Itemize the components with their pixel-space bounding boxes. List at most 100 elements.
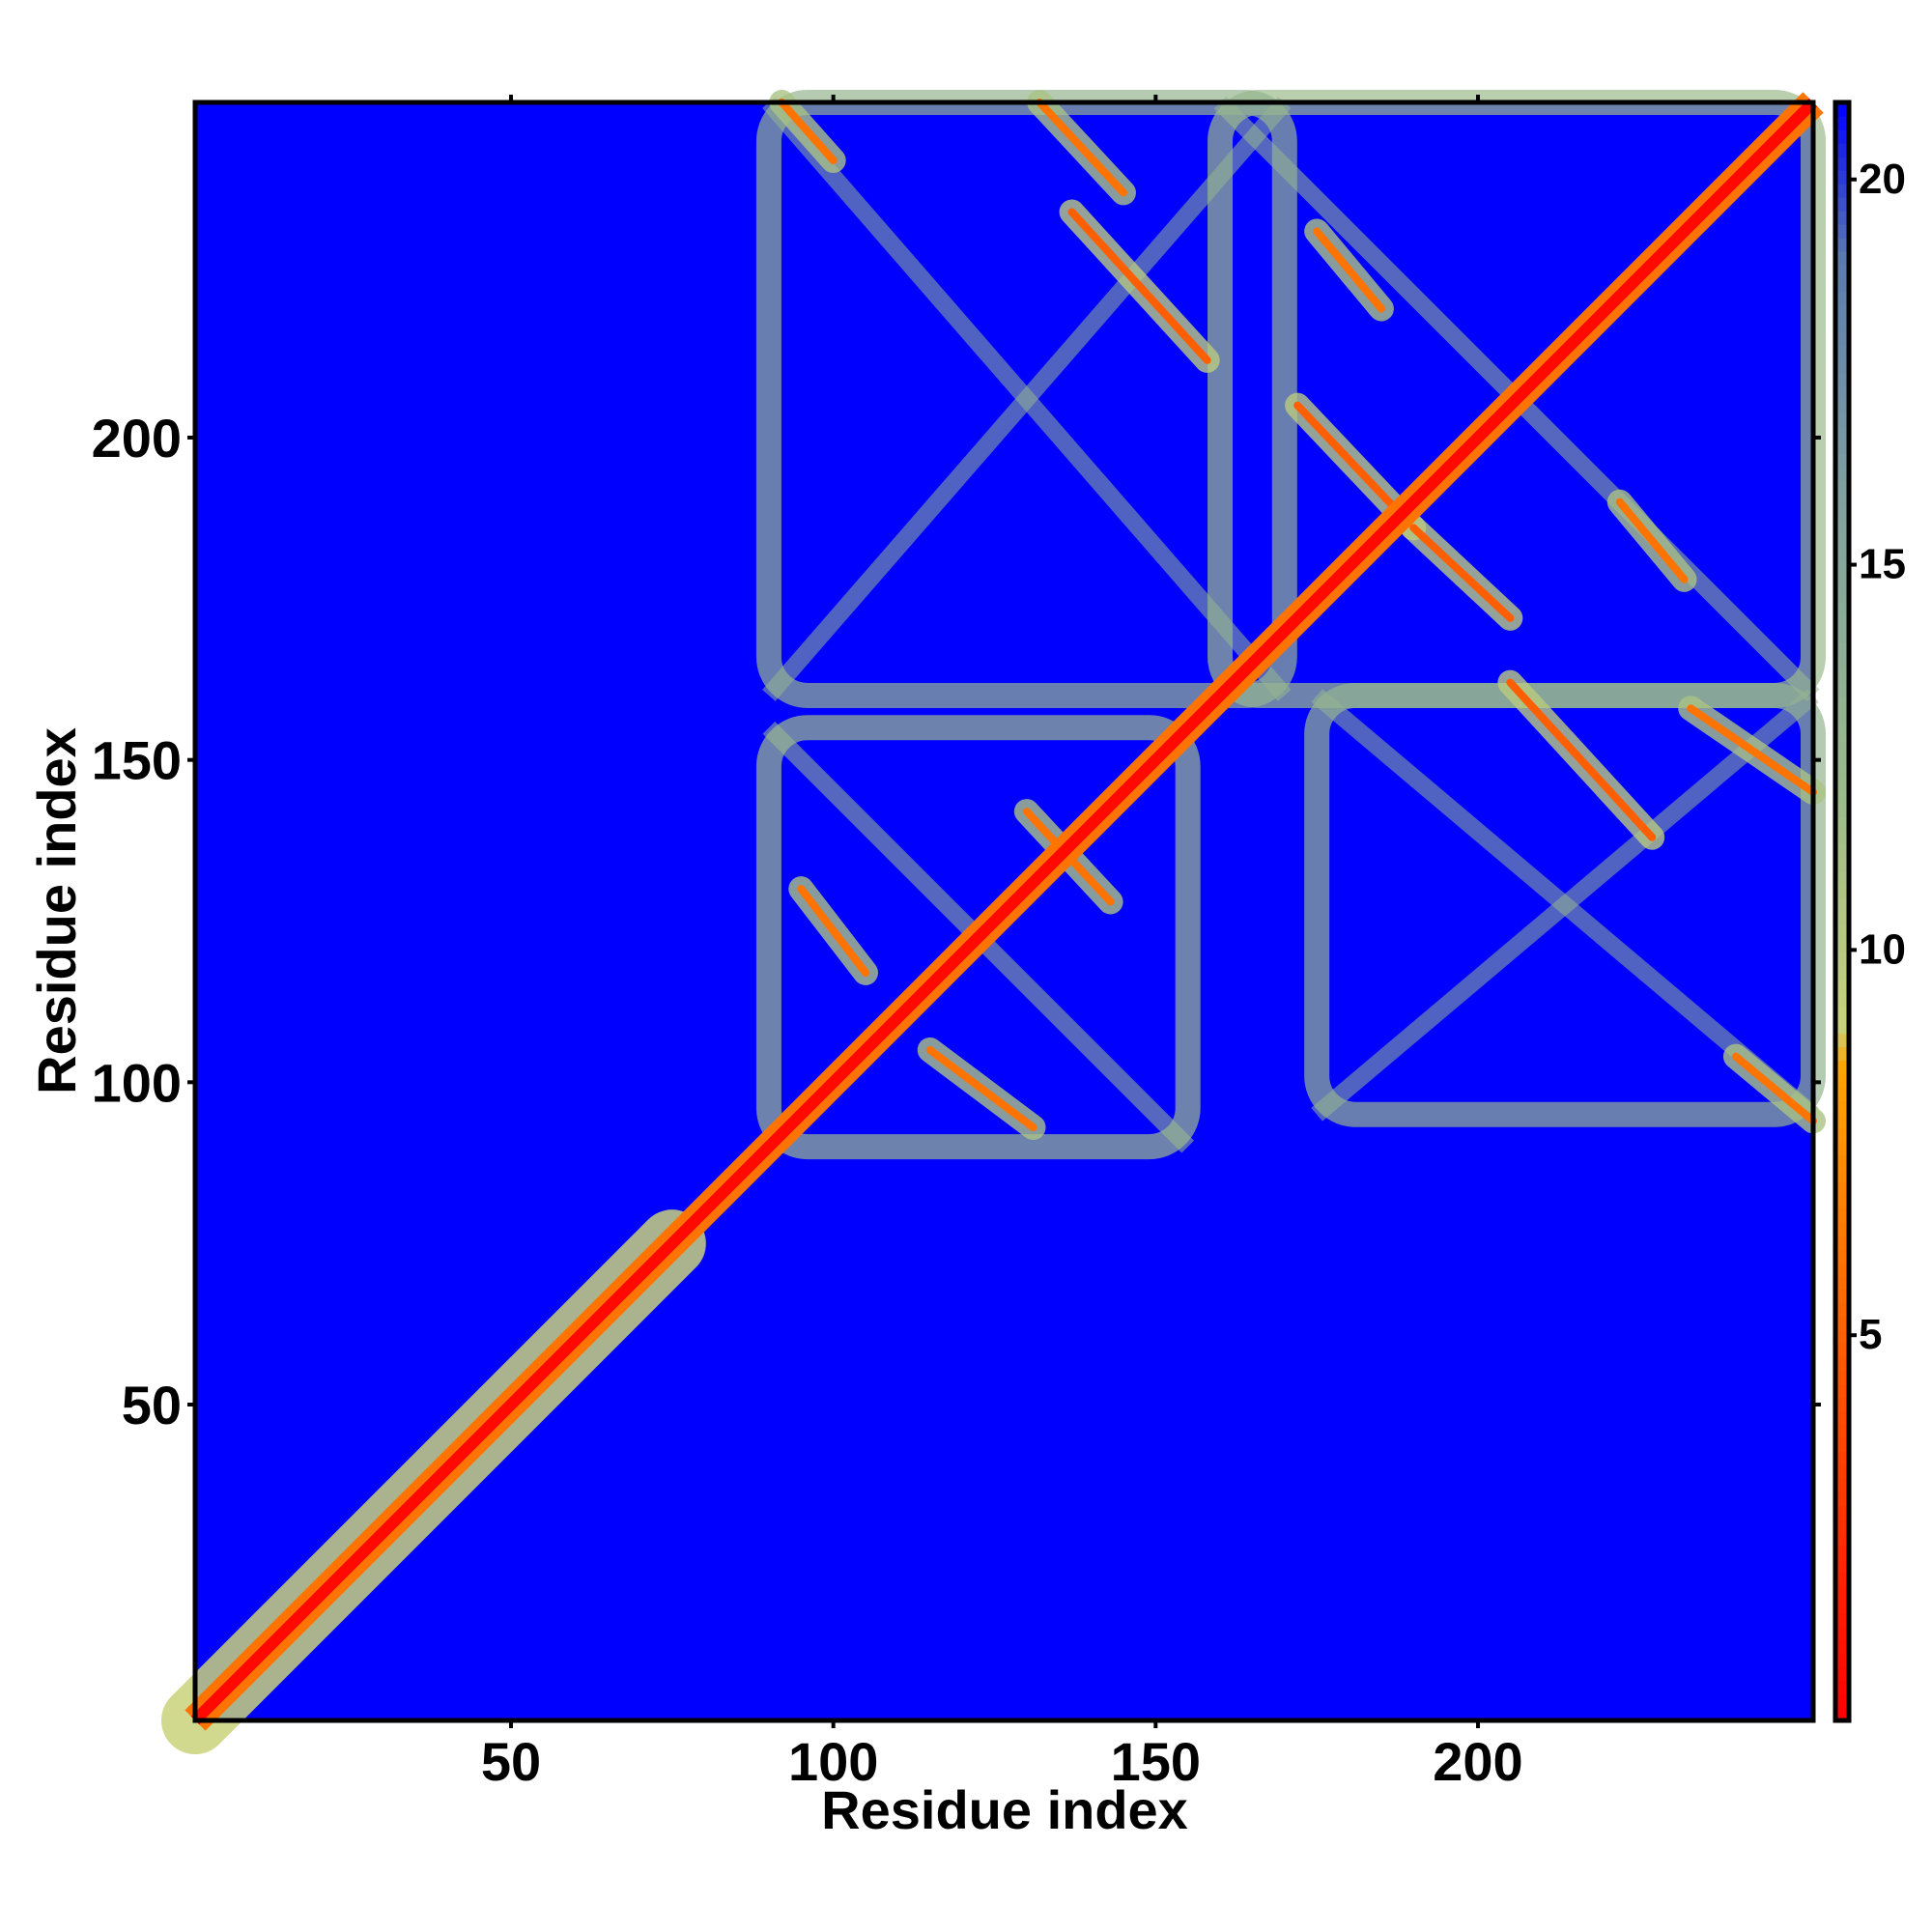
colorbar-segment xyxy=(1835,142,1849,157)
y-tick-label: 50 xyxy=(122,1375,182,1435)
colorbar-segment xyxy=(1835,736,1849,751)
colorbar-segment xyxy=(1835,1409,1849,1425)
colorbar-segment xyxy=(1835,237,1849,252)
colorbar-segment xyxy=(1835,210,1849,225)
colorbar-tick-label: 20 xyxy=(1859,156,1906,203)
colorbar-segment xyxy=(1835,1194,1849,1209)
heatmap-contact-line xyxy=(778,99,838,165)
colorbar-segment xyxy=(1835,1680,1849,1695)
colorbar-segment xyxy=(1835,979,1849,994)
colorbar-segment xyxy=(1835,884,1849,899)
colorbar-segment xyxy=(1835,1450,1849,1465)
colorbar-segment xyxy=(1835,1126,1849,1142)
colorbar-segment xyxy=(1835,1167,1849,1182)
colorbar-segment xyxy=(1835,1491,1849,1506)
colorbar-segment xyxy=(1835,1275,1849,1291)
colorbar-segment xyxy=(1835,696,1849,711)
colorbar-segment xyxy=(1835,1073,1849,1088)
heatmap-contact-line xyxy=(1313,227,1385,313)
colorbar-segment xyxy=(1835,560,1849,576)
colorbar-segment xyxy=(1835,965,1849,980)
colorbar-segment xyxy=(1835,520,1849,535)
colorbar-segment xyxy=(1835,1545,1849,1560)
colorbar-segment xyxy=(1835,479,1849,495)
colorbar-segment xyxy=(1835,803,1849,818)
heatmap-contact-line xyxy=(797,885,870,977)
colorbar-segment xyxy=(1835,1612,1849,1628)
colorbar-segment xyxy=(1835,1572,1849,1587)
colorbar-segment xyxy=(1835,223,1849,239)
heatmap-contact-line xyxy=(1731,1052,1817,1125)
colorbar-segment xyxy=(1835,277,1849,293)
colorbar-segment xyxy=(1835,1343,1849,1358)
colorbar-segment xyxy=(1835,843,1849,859)
colorbar-segment xyxy=(1835,506,1849,522)
heatmap-cells xyxy=(161,90,1826,1754)
colorbar-segment xyxy=(1835,291,1849,306)
y-axis-ticks: 50 100 150 200 xyxy=(92,408,1821,1435)
colorbar-segment xyxy=(1835,1180,1849,1196)
colorbar-segment xyxy=(1835,857,1849,872)
colorbar-segment xyxy=(1835,533,1849,549)
colorbar-segment xyxy=(1835,1046,1849,1062)
colorbar-segment xyxy=(1835,1558,1849,1574)
heatmap-contact-line xyxy=(1615,497,1689,583)
colorbar-segment xyxy=(1835,1653,1849,1668)
heatmap-region-domain-1-block xyxy=(755,715,1201,1160)
colorbar-segment xyxy=(1835,1383,1849,1398)
colorbar-segment xyxy=(1835,1707,1849,1721)
colorbar-segment xyxy=(1835,830,1849,845)
colorbar-segment xyxy=(1835,1329,1849,1345)
colorbar-segment xyxy=(1835,1504,1849,1520)
colorbar-segment xyxy=(1835,183,1849,198)
colorbar-segment xyxy=(1835,358,1849,374)
colorbar-segment xyxy=(1835,1463,1849,1479)
colorbar-segment xyxy=(1835,412,1849,427)
heatmap-region-cross xyxy=(762,97,1292,701)
colorbar-segment xyxy=(1835,924,1849,940)
colorbar-ticks: 5 10 15 20 xyxy=(1849,156,1906,1358)
colorbar-segment xyxy=(1835,938,1849,953)
colorbar-segment xyxy=(1835,1289,1849,1304)
colorbar-segment xyxy=(1835,1262,1849,1277)
colorbar-segment xyxy=(1835,264,1849,279)
colorbar-segment xyxy=(1835,399,1849,414)
colorbar-tick-label: 15 xyxy=(1859,541,1906,588)
colorbar-segment xyxy=(1835,897,1849,913)
colorbar-segment xyxy=(1835,1019,1849,1035)
colorbar-segment xyxy=(1835,1397,1849,1411)
colorbar-segment xyxy=(1835,128,1849,144)
colorbar-segment xyxy=(1835,547,1849,562)
colorbar-segment xyxy=(1835,196,1849,212)
colorbar-segment xyxy=(1835,709,1849,724)
colorbar-segment xyxy=(1835,1060,1849,1074)
colorbar-segment xyxy=(1835,1086,1849,1101)
colorbar-segment xyxy=(1835,1423,1849,1438)
colorbar-segment xyxy=(1835,1436,1849,1452)
colorbar-segment xyxy=(1835,870,1849,886)
colorbar-segment xyxy=(1835,1099,1849,1115)
heatmap-contact-line xyxy=(925,1045,1037,1132)
colorbar-segment xyxy=(1835,466,1849,481)
colorbar-segment xyxy=(1835,102,1849,117)
colorbar-tick-label: 10 xyxy=(1859,925,1906,973)
heatmap-contact-line xyxy=(1687,704,1817,797)
x-tick-label: 200 xyxy=(1433,1731,1522,1792)
colorbar-segment xyxy=(1835,304,1849,320)
colorbar-segment xyxy=(1835,628,1849,643)
colorbar-tick-label: 5 xyxy=(1859,1311,1882,1358)
x-axis-ticks: 50 100 150 200 xyxy=(481,95,1523,1792)
colorbar-segment xyxy=(1835,682,1849,697)
y-tick-label: 200 xyxy=(92,408,182,469)
colorbar-segment xyxy=(1835,1302,1849,1318)
y-axis-title: Residue index xyxy=(26,727,87,1094)
colorbar-segment xyxy=(1835,1531,1849,1547)
colorbar-segment xyxy=(1835,169,1849,185)
colorbar-segment xyxy=(1835,115,1849,130)
y-tick-label: 150 xyxy=(92,730,182,791)
plot-frame xyxy=(192,99,1816,1723)
colorbar-segment xyxy=(1835,331,1849,347)
colorbar-segment xyxy=(1835,493,1849,508)
colorbar-segment xyxy=(1835,574,1849,589)
